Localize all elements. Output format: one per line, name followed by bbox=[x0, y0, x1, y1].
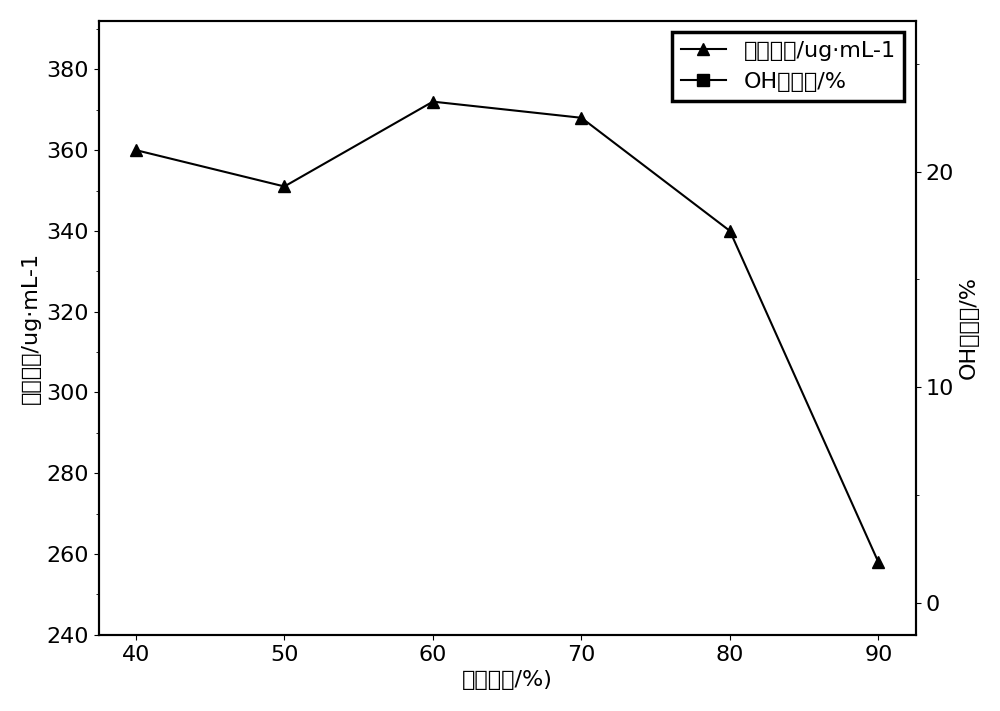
钇类浓度/ug·mL-1 bbox=[724, 227, 736, 235]
Legend: 钇类浓度/ug·mL-1, OH清除率/%: 钇类浓度/ug·mL-1, OH清除率/% bbox=[672, 32, 904, 101]
钇类浓度/ug·mL-1 bbox=[575, 114, 587, 122]
Y-axis label: OH清除率/%: OH清除率/% bbox=[959, 277, 979, 380]
钇类浓度/ug·mL-1 bbox=[427, 97, 439, 106]
钇类浓度/ug·mL-1 bbox=[130, 146, 142, 154]
Line: 钇类浓度/ug·mL-1: 钇类浓度/ug·mL-1 bbox=[130, 95, 885, 568]
钇类浓度/ug·mL-1 bbox=[872, 558, 884, 567]
钇类浓度/ug·mL-1 bbox=[278, 182, 290, 191]
Y-axis label: 钇类浓度/ug·mL-1: 钇类浓度/ug·mL-1 bbox=[21, 252, 41, 404]
X-axis label: 丙酮浓度/%): 丙酮浓度/%) bbox=[462, 670, 553, 690]
